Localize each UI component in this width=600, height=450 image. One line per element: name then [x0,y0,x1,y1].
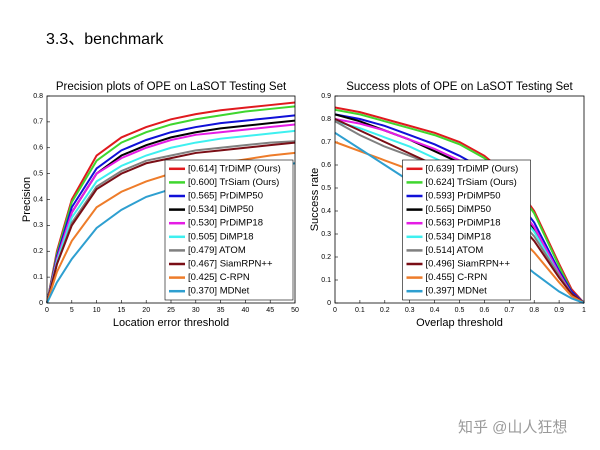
y-tick-label: 0.8 [321,116,331,123]
x-tick-label: 10 [93,307,101,314]
y-tick-label: 0.5 [321,185,331,192]
legend-label: [0.534] DiMP18 [426,231,491,242]
y-tick-label: 0.7 [321,139,331,146]
y-tick-label: 0.5 [33,170,43,177]
y-tick-label: 0 [39,300,43,307]
x-tick-label: 30 [192,307,200,314]
x-tick-label: 15 [118,307,126,314]
x-axis-label: Location error threshold [113,317,229,329]
series-line [46,141,296,304]
legend-label: [0.370] MDNet [188,286,250,297]
y-tick-label: 0.2 [321,254,331,261]
legend-label: [0.600] TrSiam (Ours) [188,177,279,188]
legend-label: [0.496] SiamRPN++ [426,259,511,270]
x-tick-label: 45 [266,307,274,314]
y-tick-label: 0.2 [33,248,43,255]
legend-label: [0.425] C-RPN [188,272,250,283]
axes-frame [46,95,296,304]
y-tick-label: 0.3 [321,231,331,238]
heading: 3.3、benchmark [46,31,164,48]
x-tick-label: 0.8 [529,307,539,314]
chart-title: Precision plots of OPE on LaSOT Testing … [56,81,287,93]
y-tick-label: 0.8 [33,93,43,100]
series-line [334,108,585,304]
legend-label: [0.563] PrDiMP18 [426,218,501,229]
y-tick-label: 0 [327,300,331,307]
legend-label: [0.505] DiMP18 [188,231,253,242]
series-line [46,151,296,304]
series-line [46,105,296,304]
legend-label: [0.624] TrSiam (Ours) [426,177,517,188]
x-tick-label: 0.9 [554,307,564,314]
legend-label: [0.565] PrDiMP50 [188,191,263,202]
x-tick-label: 40 [242,307,250,314]
y-tick-label: 0.7 [33,119,43,126]
series-line [334,106,585,304]
legend-label: [0.397] MDNet [426,286,488,297]
x-tick-label: 5 [70,307,74,314]
x-tick-label: 25 [167,307,175,314]
y-tick-label: 0.6 [321,162,331,169]
x-tick-label: 0 [45,307,49,314]
y-tick-label: 0.1 [33,274,43,281]
x-tick-label: 0.4 [430,307,440,314]
y-axis-label: Precision [21,177,33,222]
legend-label: [0.479] ATOM [188,245,246,256]
y-tick-label: 0.4 [321,208,331,215]
x-tick-label: 1 [582,307,586,314]
x-tick-label: 0.3 [405,307,415,314]
x-tick-label: 35 [217,307,225,314]
x-tick-label: 0.6 [480,307,490,314]
legend-label: [0.534] DiMP50 [188,204,253,215]
y-tick-label: 0.6 [33,145,43,152]
y-tick-label: 0.3 [33,222,43,229]
legend-label: [0.514] ATOM [426,245,484,256]
x-tick-label: 20 [142,307,150,314]
legend-label: [0.467] SiamRPN++ [188,259,273,270]
x-tick-label: 0.2 [380,307,390,314]
watermark: 知乎 @山人狂想 [458,419,567,436]
x-tick-label: 50 [291,307,299,314]
series-line [46,129,296,304]
x-tick-label: 0.5 [455,307,465,314]
legend-box [164,159,294,301]
chart-title: Success plots of OPE on LaSOT Testing Se… [346,81,573,93]
y-axis-label: Success rate [309,168,321,232]
y-tick-label: 0.9 [321,93,331,100]
series-line [46,114,296,304]
axes-frame [334,95,585,304]
legend-box [402,159,531,301]
y-tick-label: 0.4 [33,196,43,203]
series-line [46,123,296,304]
legend-label: [0.593] PrDiMP50 [426,191,501,202]
x-tick-label: 0.1 [355,307,365,314]
legend-label: [0.455] C-RPN [426,272,488,283]
legend-label: [0.530] PrDiMP18 [188,218,263,229]
x-axis-label: Overlap threshold [416,317,503,329]
legend-label: [0.614] TrDiMP (Ours) [188,163,281,174]
x-tick-label: 0 [333,307,337,314]
y-tick-label: 0.1 [321,277,331,284]
legend-label: [0.565] DiMP50 [426,204,491,215]
x-tick-label: 0.7 [504,307,514,314]
legend-label: [0.639] TrDiMP (Ours) [426,163,519,174]
